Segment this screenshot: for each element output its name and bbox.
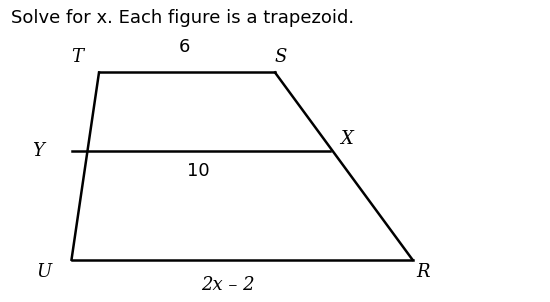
Text: T: T: [71, 48, 83, 66]
Text: 2x – 2: 2x – 2: [201, 276, 255, 294]
Text: 10: 10: [186, 162, 210, 180]
Text: R: R: [417, 263, 430, 281]
Text: Y: Y: [32, 142, 45, 160]
Text: 6: 6: [179, 38, 190, 56]
Text: S: S: [274, 48, 287, 66]
Text: U: U: [36, 263, 52, 281]
Text: Solve for x. Each figure is a trapezoid.: Solve for x. Each figure is a trapezoid.: [11, 9, 354, 27]
Text: X: X: [340, 130, 353, 148]
